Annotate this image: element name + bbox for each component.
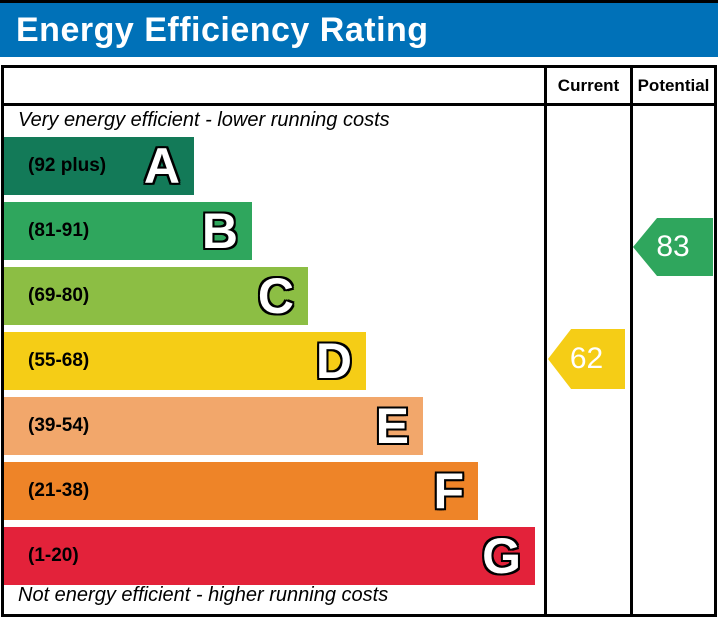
band-letter: F [433,463,464,519]
chart-title: Energy Efficiency Rating [16,10,429,49]
band-range-label: (55-68) [28,350,90,371]
header-underline [4,103,714,106]
current-rating-value: 62 [569,342,604,375]
band-row-c: (69-80) C [4,267,308,325]
band-range-label: (92 plus) [28,155,107,176]
current-rating-arrow: 62 [548,329,625,389]
band-range-label: (69-80) [28,285,90,306]
band-row-g: (1-20) G [4,527,535,585]
band-row-e: (39-54) E [4,397,423,455]
band-row-d: (55-68) D [4,332,366,390]
band-letter: B [201,203,238,259]
column-header-potential: Potential [637,75,710,95]
caption-not-efficient: Not energy efficient - higher running co… [18,584,389,606]
band-letter: E [375,398,409,454]
band-letter: G [482,528,521,584]
band-range-label: (1-20) [28,545,79,566]
band-range-label: (21-38) [28,480,90,501]
band-range-label: (39-54) [28,415,90,436]
band-letter: C [257,268,294,324]
potential-rating-arrow: 83 [633,218,713,276]
potential-rating-value: 83 [656,230,690,263]
band-row-b: (81-91) B [4,202,252,260]
band-range-label: (81-91) [28,220,90,241]
rating-table-inner: Current Potential Very energy efficient … [4,68,714,614]
band-letter: D [315,333,352,389]
band-row-a: (92 plus) A [4,137,194,195]
title-bar: Energy Efficiency Rating [0,0,718,57]
rating-table: Current Potential Very energy efficient … [1,65,717,617]
band-letter: A [143,138,180,194]
current-column-divider [544,68,547,614]
caption-very-efficient: Very energy efficient - lower running co… [18,109,390,131]
band-row-f: (21-38) F [4,462,478,520]
column-header-current: Current [557,75,620,95]
potential-column-divider [630,68,633,614]
